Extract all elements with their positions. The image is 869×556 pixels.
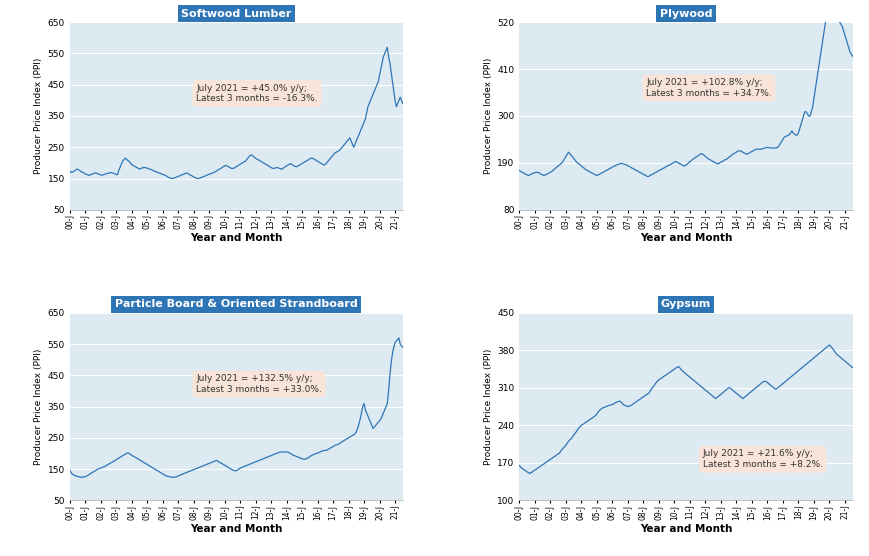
X-axis label: Year and Month: Year and Month [639, 233, 732, 243]
X-axis label: Year and Month: Year and Month [189, 524, 282, 534]
Text: July 2021 = +132.5% y/y;
Latest 3 months = +33.0%.: July 2021 = +132.5% y/y; Latest 3 months… [196, 374, 322, 394]
Title: Particle Board & Oriented Strandboard: Particle Board & Oriented Strandboard [115, 299, 357, 309]
Y-axis label: Producer Price Index (PPI): Producer Price Index (PPI) [34, 349, 43, 465]
X-axis label: Year and Month: Year and Month [639, 524, 732, 534]
Y-axis label: Producer Price Index (PPI): Producer Price Index (PPI) [483, 349, 493, 465]
Y-axis label: Producer Price Index (PPI): Producer Price Index (PPI) [34, 58, 43, 174]
Title: Plywood: Plywood [659, 9, 712, 19]
Y-axis label: Producer Price Index (PPI): Producer Price Index (PPI) [483, 58, 493, 174]
Title: Softwood Lumber: Softwood Lumber [181, 9, 291, 19]
Text: July 2021 = +102.8% y/y;
Latest 3 months = +34.7%.: July 2021 = +102.8% y/y; Latest 3 months… [646, 78, 771, 97]
X-axis label: Year and Month: Year and Month [189, 233, 282, 243]
Text: July 2021 = +21.6% y/y;
Latest 3 months = +8.2%.: July 2021 = +21.6% y/y; Latest 3 months … [702, 449, 822, 469]
Title: Gypsum: Gypsum [660, 299, 710, 309]
Text: July 2021 = +45.0% y/y;
Latest 3 months = -16.3%.: July 2021 = +45.0% y/y; Latest 3 months … [196, 84, 317, 103]
